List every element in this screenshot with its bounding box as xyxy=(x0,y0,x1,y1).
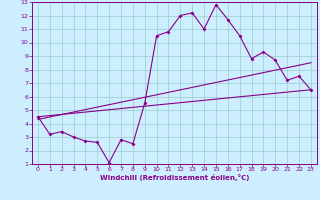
X-axis label: Windchill (Refroidissement éolien,°C): Windchill (Refroidissement éolien,°C) xyxy=(100,174,249,181)
